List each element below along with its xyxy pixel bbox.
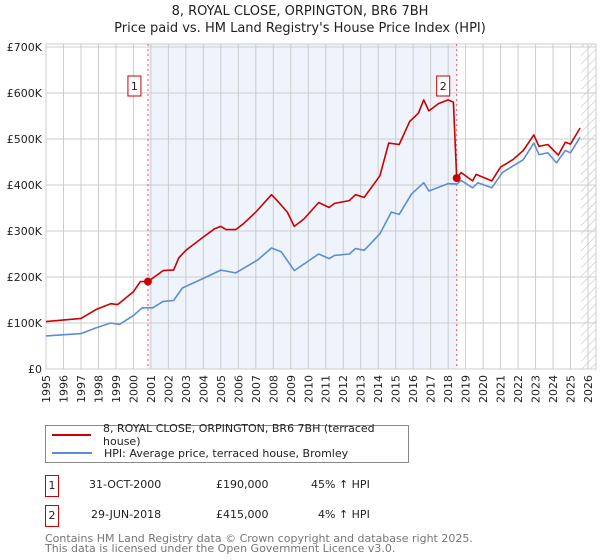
sale-hpi-diff: 4% ↑ HPI <box>318 508 370 521</box>
y-tick-label: £300K <box>7 225 43 238</box>
sale-point <box>452 174 461 183</box>
x-tick-label: 2010 <box>302 375 315 403</box>
y-tick-label: £600K <box>7 87 43 100</box>
chart-title: 8, ROYAL CLOSE, ORPINGTON, BR6 7BH <box>171 4 429 19</box>
x-tick-label: 2024 <box>547 375 560 403</box>
sale-number-badge: 1 <box>45 475 59 497</box>
sale-label-box <box>127 75 142 97</box>
x-tick-label: 2008 <box>267 375 280 403</box>
hpi-line <box>45 136 581 337</box>
x-tick-label: 2019 <box>460 375 473 403</box>
x-tick-label: 2004 <box>197 375 210 403</box>
sale-date: 29-JUN-2018 <box>91 508 162 521</box>
legend-item-property: 8, ROYAL CLOSE, ORPINGTON, BR6 7BH (terr… <box>46 422 408 448</box>
legend-swatch-hpi <box>52 452 92 454</box>
x-tick-label: 2014 <box>372 375 385 403</box>
sale-label: 2 <box>440 80 447 93</box>
sale-period-shading <box>147 44 457 369</box>
sale-row: 2 29-JUN-2018 £415,000 4% ↑ HPI <box>45 505 465 527</box>
y-tick-label: £700K <box>7 41 43 54</box>
forecast-hatch <box>581 44 596 369</box>
footer-licence: This data is licensed under the Open Gov… <box>45 542 396 555</box>
x-tick-label: 2023 <box>530 375 543 403</box>
x-tick-label: 2013 <box>355 375 368 403</box>
y-tick-label: £500K <box>7 133 43 146</box>
x-tick-label: 2025 <box>565 375 578 403</box>
x-tick-label: 1995 <box>40 375 53 403</box>
x-tick-label: 2016 <box>407 375 420 403</box>
x-tick-label: 2018 <box>442 375 455 403</box>
property-price-line <box>45 99 581 323</box>
y-tick-label: £400K <box>7 179 43 192</box>
sale-hpi-diff: 45% ↑ HPI <box>311 478 370 491</box>
chart-subtitle: Price paid vs. HM Land Registry's House … <box>114 21 486 36</box>
x-tick-label: 2003 <box>180 375 193 403</box>
sale-label: 1 <box>131 80 138 93</box>
y-tick-label: £100K <box>7 317 43 330</box>
x-tick-label: 1999 <box>110 375 123 403</box>
sale-point <box>143 277 152 286</box>
plot-frame <box>45 43 597 370</box>
x-tick-label: 1997 <box>75 375 88 403</box>
sale-row: 1 31-OCT-2000 £190,000 45% ↑ HPI <box>45 475 465 497</box>
y-tick-label: £0 <box>28 363 42 376</box>
x-tick-label: 2006 <box>232 375 245 403</box>
sale-price: £190,000 <box>216 478 269 491</box>
legend-label-hpi: HPI: Average price, terraced house, Brom… <box>104 446 349 460</box>
x-tick-label: 2001 <box>145 375 158 403</box>
x-tick-label: 2009 <box>285 375 298 403</box>
y-tick-label: £200K <box>7 271 43 284</box>
x-tick-label: 2015 <box>390 375 403 403</box>
x-tick-label: 2000 <box>127 375 140 403</box>
legend: 8, ROYAL CLOSE, ORPINGTON, BR6 7BH (terr… <box>45 422 409 463</box>
x-tick-label: 2017 <box>425 375 438 403</box>
x-tick-label: 2026 <box>582 375 595 403</box>
footer-copyright: Contains HM Land Registry data © Crown c… <box>45 532 473 545</box>
plot-area: 1995 1996 1997 1998 1999 2000 2001 2002 2003 2004… <box>7 41 597 403</box>
x-tick-label: 1998 <box>92 375 105 403</box>
sale-date: 31-OCT-2000 <box>89 478 162 491</box>
x-tick-label: 2020 <box>477 375 490 403</box>
x-tick-label: 1996 <box>57 375 70 403</box>
x-tick-label: 2021 <box>495 375 508 403</box>
sale-label-box <box>436 75 451 97</box>
x-tick-label: 2005 <box>215 375 228 403</box>
legend-item-hpi: HPI: Average price, terraced house, Brom… <box>46 444 348 462</box>
x-tick-label: 2012 <box>337 375 350 403</box>
x-tick-label: 2002 <box>162 375 175 403</box>
x-tick-label: 2007 <box>250 375 263 403</box>
x-tick-label: 2011 <box>320 375 333 403</box>
legend-swatch-property <box>52 434 92 436</box>
sale-number-badge: 2 <box>45 505 59 527</box>
legend-label-property: 8, ROYAL CLOSE, ORPINGTON, BR6 7BH (terr… <box>103 422 375 448</box>
x-tick-label: 2022 <box>512 375 525 403</box>
sale-price: £415,000 <box>216 508 269 521</box>
